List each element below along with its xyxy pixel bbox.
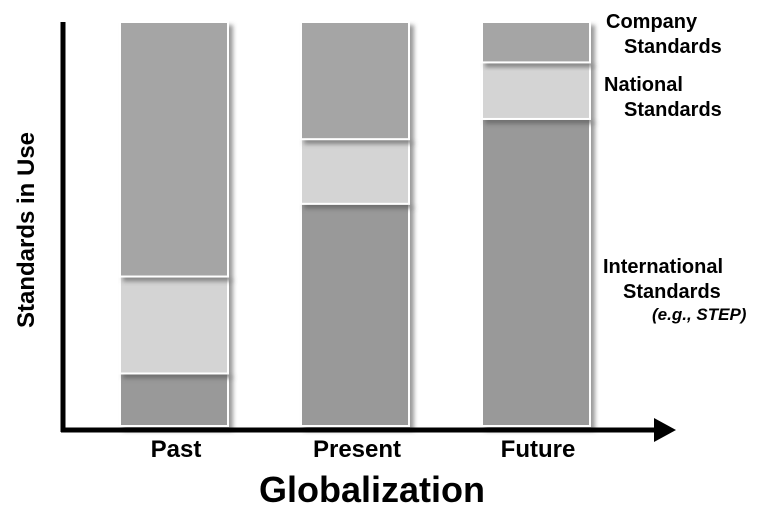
legend-national-line1: National bbox=[604, 74, 683, 96]
bar-segment-future-national bbox=[481, 61, 591, 120]
bar-segment-past-company bbox=[119, 21, 229, 278]
legend-international-note: (e.g., STEP) bbox=[652, 305, 747, 324]
bar-segment-future-company bbox=[481, 21, 591, 64]
x-tick-label-past: Past bbox=[151, 436, 202, 463]
bar-segment-present-national bbox=[300, 138, 410, 205]
legend: Company Standards National Standards Int… bbox=[603, 11, 747, 324]
legend-company-line2: Standards bbox=[624, 36, 722, 58]
x-tick-label-present: Present bbox=[313, 436, 401, 463]
x-tick-labels: Past Present Future bbox=[151, 436, 576, 463]
bars-group bbox=[119, 21, 591, 428]
bar-segment-past-national bbox=[119, 275, 229, 375]
x-axis-title: Globalization bbox=[259, 469, 485, 506]
legend-international-line1: International bbox=[603, 256, 723, 278]
legend-company-line1: Company bbox=[606, 11, 698, 33]
bar-segment-present-company bbox=[300, 21, 410, 141]
x-tick-label-future: Future bbox=[501, 436, 576, 463]
legend-international-line2: Standards bbox=[623, 281, 721, 303]
y-axis-title: Standards in Use bbox=[13, 132, 40, 328]
bar-segment-future-international bbox=[481, 117, 591, 428]
legend-national-line2: Standards bbox=[624, 99, 722, 121]
bar-segment-present-international bbox=[300, 202, 410, 427]
bar-segment-past-international bbox=[119, 372, 229, 428]
x-axis-arrowhead bbox=[654, 418, 676, 442]
